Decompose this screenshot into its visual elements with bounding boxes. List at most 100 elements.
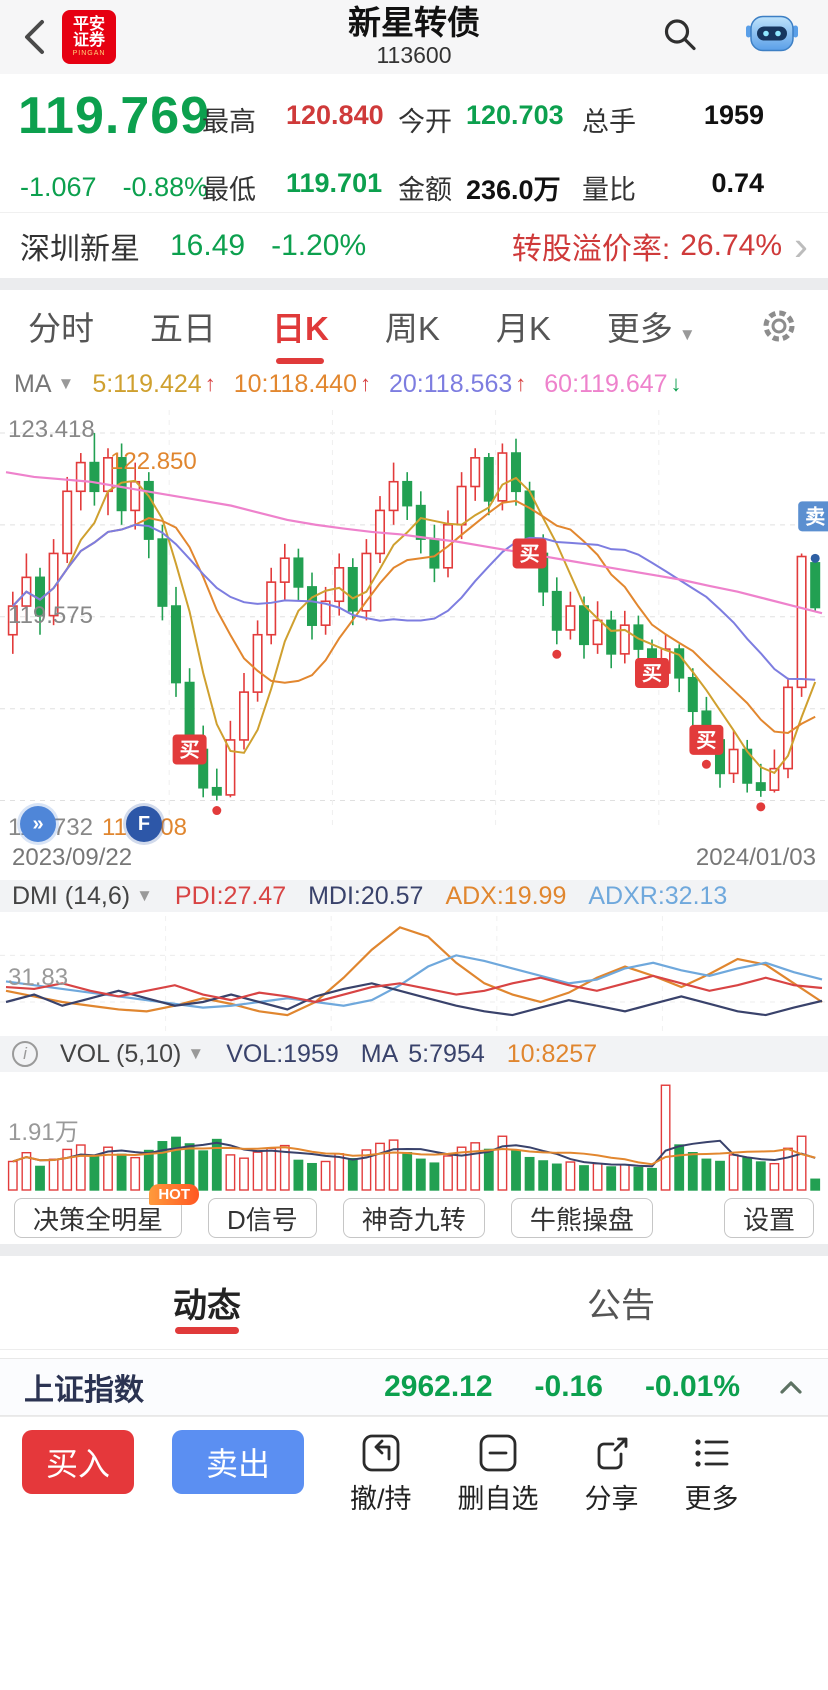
expand-button[interactable]: »: [20, 806, 56, 842]
vol-selector[interactable]: VOL (5,10) ▼: [60, 1039, 205, 1068]
revoke-icon: [362, 1434, 400, 1472]
action-label: 更多: [684, 1484, 739, 1514]
tab-announcement[interactable]: 公告: [587, 1287, 655, 1325]
index-name: 上证指数: [24, 1374, 144, 1407]
dmi-panel: DMI (14,6) ▼ PDI:27.47 MDI:20.57 ADX:19.9…: [0, 880, 828, 1036]
tab-more[interactable]: 更多 ▼: [607, 302, 696, 350]
dmi-plot[interactable]: 31.83: [0, 912, 828, 1036]
vol-current: VOL:1959: [226, 1039, 339, 1068]
volume-value: 1959: [703, 100, 764, 130]
premium-label: 转股溢价率:: [511, 232, 671, 266]
volume-panel: i VOL (5,10) ▼ VOL:1959 MA 5:7954 10:8257…: [0, 1036, 828, 1192]
date-start: 2023/09/22: [12, 844, 133, 871]
action-label: 分享: [584, 1484, 639, 1514]
change-value: -1.067: [20, 172, 97, 202]
strategy-button-dsignal[interactable]: D信号: [208, 1198, 317, 1238]
assistant-robot-icon[interactable]: [744, 12, 800, 63]
high-label: 最高: [202, 107, 256, 137]
premium-value: 26.74%: [680, 228, 782, 262]
buy-button[interactable]: 买入: [22, 1430, 134, 1494]
dmi-header: DMI (14,6) ▼ PDI:27.47 MDI:20.57 ADX:19.9…: [0, 880, 828, 912]
index-percent: -0.01%: [644, 1370, 740, 1403]
logo-sub: PINGAN: [72, 50, 106, 58]
underlying-name: 深圳新星: [20, 232, 140, 266]
volume-header: i VOL (5,10) ▼ VOL:1959 MA 5:7954 10:8257: [0, 1036, 828, 1072]
index-values: 2962.12 -0.16 -0.01%: [384, 1370, 740, 1404]
remove-watchlist-button[interactable]: 删自选: [458, 1430, 539, 1516]
tab-daily-k[interactable]: 日K: [272, 302, 329, 350]
action-label: 删自选: [457, 1484, 539, 1514]
strategy-button-settings[interactable]: 设置: [723, 1198, 814, 1238]
tab-weekly-k[interactable]: 周K: [384, 310, 440, 347]
ma10-legend: 10:118.440 ↑: [233, 369, 371, 398]
ratio-value: 0.74: [711, 168, 764, 198]
up-arrow-icon: ↑: [359, 371, 371, 396]
strategy-button-allstar[interactable]: 决策全明星 HOT: [14, 1184, 200, 1238]
high-value: 120.840: [286, 100, 384, 130]
price-axis-mid: 119.575: [8, 602, 93, 629]
low-value: 119.701: [286, 168, 383, 198]
tab-5day[interactable]: 五日: [150, 310, 216, 347]
ma-selector[interactable]: MA ▼: [14, 370, 74, 399]
amount-value: 236.0万: [466, 175, 561, 205]
open-label: 今开: [398, 107, 452, 137]
chevron-down-icon: ▼: [678, 325, 696, 344]
spacer: [0, 1350, 828, 1358]
orders-positions-button[interactable]: 撤/持: [350, 1430, 412, 1516]
ma-legend[interactable]: MA ▼ 5:119.424 ↑ 10:118.440 ↑ 20:118.563 ↑ 6…: [0, 362, 828, 406]
action-bar: 买入 卖出 撤/持 删自选 分享 更多: [0, 1416, 828, 1526]
svg-text:买: 买: [642, 663, 662, 685]
share-button[interactable]: 分享: [585, 1430, 639, 1516]
section-divider: [0, 278, 828, 290]
hot-badge: HOT: [149, 1184, 200, 1205]
sell-button[interactable]: 卖出: [172, 1430, 304, 1494]
period-tabs: 分时 五日 日K 周K 月K 更多 ▼: [0, 290, 828, 362]
svg-text:买: 买: [520, 543, 540, 565]
news-tabs: 动态 公告: [0, 1256, 828, 1350]
f10-button[interactable]: F: [126, 806, 162, 842]
date-axis: 2023/09/22 2024/01/03: [12, 844, 816, 872]
section-divider: [0, 1244, 828, 1256]
index-row[interactable]: 上证指数 2962.12 -0.16 -0.01%: [0, 1358, 828, 1416]
chevron-down-icon: ▼: [57, 374, 75, 393]
strategy-button-nine-turns[interactable]: 神奇九转: [342, 1198, 485, 1238]
price-axis-high: 123.418: [8, 416, 95, 443]
low-label: 最低: [202, 175, 256, 205]
vol-ma-prefix: MA: [360, 1039, 399, 1068]
open-value: 120.703: [466, 100, 564, 130]
search-icon[interactable]: [660, 15, 700, 60]
settings-gear-icon[interactable]: [758, 305, 800, 347]
strategy-label: 决策全明星: [33, 1204, 164, 1235]
chevron-down-icon: ▼: [136, 886, 153, 905]
tab-monthly-k[interactable]: 月K: [495, 310, 551, 347]
amount-label: 金额: [398, 175, 452, 205]
tab-dynamic[interactable]: 动态: [0, 1256, 414, 1349]
logo-line1: 平安: [72, 15, 105, 33]
strategy-label: D信号: [227, 1204, 298, 1235]
up-arrow-icon: ↑: [515, 371, 527, 396]
volume-label: 总手: [582, 107, 636, 137]
volume-plot[interactable]: 1.91万: [0, 1072, 828, 1192]
strategy-label: 牛熊操盘: [529, 1204, 634, 1235]
info-icon[interactable]: i: [12, 1041, 38, 1067]
vol-ma5: 5:7954: [408, 1039, 485, 1068]
logo-line2: 证券: [72, 31, 105, 49]
back-button[interactable]: [14, 13, 58, 61]
more-button[interactable]: 更多: [685, 1430, 739, 1516]
ma60-legend: 60:119.647 ↓: [544, 369, 682, 398]
underlying-percent: -1.20%: [271, 228, 367, 262]
action-label: 撤/持: [350, 1484, 412, 1514]
bottom-safe-area: [0, 1526, 828, 1690]
tab-minute[interactable]: 分时: [28, 310, 94, 347]
index-change: -0.16: [534, 1370, 603, 1403]
collapse-caret-icon[interactable]: [778, 1379, 804, 1395]
svg-text:卖: 卖: [805, 505, 825, 528]
dmi-selector[interactable]: DMI (14,6) ▼: [12, 881, 153, 910]
strategy-button-bull-bear[interactable]: 牛熊操盘: [510, 1198, 653, 1238]
strategy-bar: 决策全明星 HOT D信号 神奇九转 牛熊操盘 设置: [0, 1184, 828, 1244]
share-icon: [597, 1437, 627, 1470]
underlying-stock-row[interactable]: 深圳新星 16.49 -1.20% 转股溢价率: 26.74% ›: [0, 212, 828, 278]
